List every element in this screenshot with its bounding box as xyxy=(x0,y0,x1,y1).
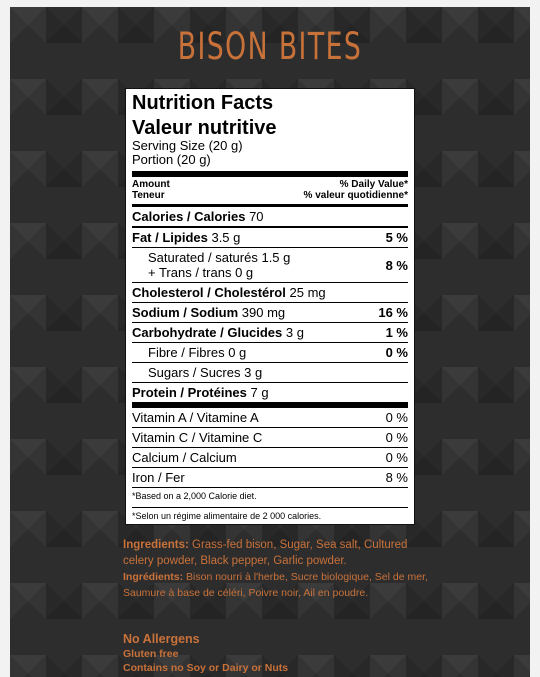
column-header: Amount Teneur % Daily Value* % valeur qu… xyxy=(132,177,408,204)
thick-divider xyxy=(132,171,408,177)
sodium-row: Sodium / Sodium 390 mg 16 % xyxy=(132,302,408,322)
fat-value: 3.5 g xyxy=(211,230,241,245)
footnote-en: *Based on a 2,000 Calorie diet. xyxy=(132,487,408,507)
amount-fr: Teneur xyxy=(132,190,165,201)
protein-label: Protein / Protéines xyxy=(132,385,247,400)
saturated-label: Saturated / saturés xyxy=(148,250,258,265)
cholesterol-value: 25 mg xyxy=(289,285,326,300)
cholesterol-row: Cholesterol / Cholestérol 25 mg xyxy=(132,282,408,302)
sugars-value: 3 g xyxy=(244,365,263,380)
ingredients-en: Ingredients: Grass-fed bison, Sugar, Sea… xyxy=(123,537,433,569)
vitamin-a-pct: 0 % xyxy=(385,410,408,425)
contains-no-text: Contains no Soy or Dairy or Nuts xyxy=(123,662,289,674)
fat-label: Fat / Lipides xyxy=(132,230,208,245)
nutrition-facts-label: Nutrition Facts Valeur nutritive Serving… xyxy=(125,88,415,525)
serving-size-en: Serving Size (20 g) xyxy=(132,138,243,153)
sodium-label: Sodium / Sodium xyxy=(132,305,239,320)
product-panel: BISON BITES Nutrition Facts Valeur nutri… xyxy=(10,7,530,677)
fibre-value: 0 g xyxy=(228,345,247,360)
gluten-free-text: Gluten free xyxy=(123,648,179,660)
carbohydrate-value: 3 g xyxy=(285,325,304,340)
amount-en: Amount xyxy=(132,179,170,190)
ingredients-en-text: Grass-fed bison, Sugar, Sea salt, Cultur… xyxy=(123,539,408,567)
saturated-trans-pct: 8 % xyxy=(385,257,408,273)
vitamin-c-row: Vitamin C / Vitamine C 0 % xyxy=(132,427,408,447)
sugars-row: Sugars / Sucres 3 g xyxy=(132,362,408,382)
calcium-row: Calcium / Calcium 0 % xyxy=(132,447,408,467)
fat-row: Fat / Lipides 3.5 g 5 % xyxy=(132,226,408,247)
allergen-section: No Allergens Gluten free Contains no Soy… xyxy=(123,631,288,675)
calories-row: Calories / Calories 70 xyxy=(132,204,408,226)
sugars-label: Sugars / Sucres xyxy=(148,365,241,380)
vitamin-a-row: Vitamin A / Vitamine A 0 % xyxy=(132,402,408,427)
calories-value: 70 xyxy=(249,209,264,224)
calcium-pct: 0 % xyxy=(385,450,408,465)
sodium-value: 390 mg xyxy=(241,305,286,320)
daily-value-fr: % valeur quotidienne* xyxy=(303,190,408,201)
ingredients-fr: Ingrédients: Bison nourri à l'herbe, Suc… xyxy=(123,569,433,601)
vitamin-c-pct: 0 % xyxy=(385,430,408,445)
fibre-row: Fibre / Fibres 0 g 0 % xyxy=(132,342,408,362)
vitamin-a-label: Vitamin A / Vitamine A xyxy=(132,410,259,425)
fibre-label: Fibre / Fibres xyxy=(148,345,225,360)
trans-value: 0 g xyxy=(235,265,254,280)
calories-label: Calories / Calories xyxy=(132,209,246,224)
ingredients-section: Ingredients: Grass-fed bison, Sugar, Sea… xyxy=(123,537,433,601)
label-title-fr: Valeur nutritive xyxy=(132,117,277,139)
saturated-trans-row: Saturated / saturés 1.5 g + Trans / tran… xyxy=(132,247,408,282)
label-title-en: Nutrition Facts xyxy=(132,92,274,114)
trans-label: + Trans / trans xyxy=(148,265,232,280)
iron-pct: 8 % xyxy=(385,470,408,485)
iron-row: Iron / Fer 8 % xyxy=(132,467,408,487)
serving-size-fr: Portion (20 g) xyxy=(132,152,211,167)
carbohydrate-label: Carbohydrate / Glucides xyxy=(132,325,283,340)
protein-row: Protein / Protéines 7 g xyxy=(132,382,408,402)
carbohydrate-pct: 1 % xyxy=(385,325,408,340)
fat-pct: 5 % xyxy=(385,230,408,245)
ingredients-en-title: Ingredients: xyxy=(123,539,189,551)
ingredients-fr-title: Ingrédients: xyxy=(123,571,184,583)
carbohydrate-row: Carbohydrate / Glucides 3 g 1 % xyxy=(132,322,408,342)
vitamin-c-label: Vitamin C / Vitamine C xyxy=(132,430,263,445)
protein-value: 7 g xyxy=(250,385,269,400)
fibre-pct: 0 % xyxy=(385,345,408,360)
iron-label: Iron / Fer xyxy=(132,470,185,485)
sodium-pct: 16 % xyxy=(378,305,408,320)
daily-value-en: % Daily Value* xyxy=(339,179,408,190)
cholesterol-label: Cholesterol / Cholestérol xyxy=(132,285,286,300)
ingredients-fr-text: Bison nourri à l'herbe, Sucre biologique… xyxy=(123,571,428,599)
footnote-fr: *Selon un régime alimentaire de 2 000 ca… xyxy=(132,507,408,527)
brand-title: BISON BITES xyxy=(177,25,363,68)
allergen-title: No Allergens xyxy=(123,632,200,646)
saturated-value: 1.5 g xyxy=(261,250,291,265)
calcium-label: Calcium / Calcium xyxy=(132,450,237,465)
